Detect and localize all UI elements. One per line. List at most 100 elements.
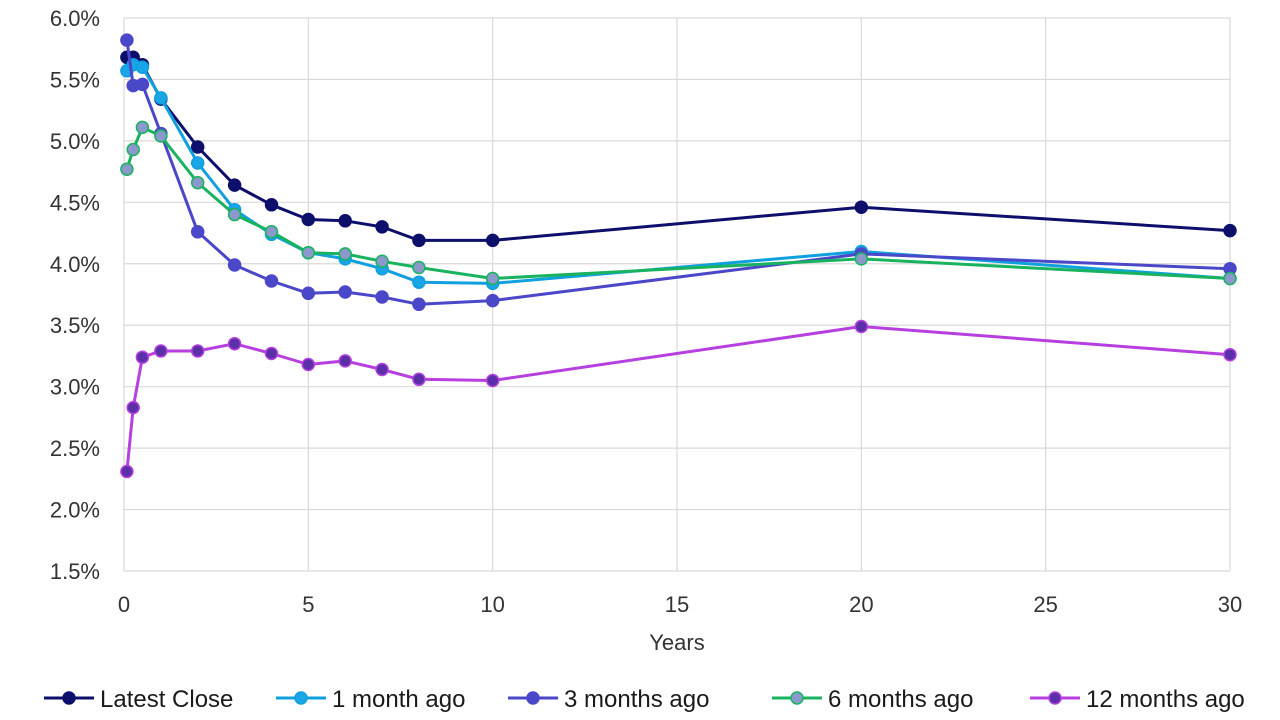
y-tick-label: 3.0% bbox=[50, 375, 100, 400]
y-tick-label: 4.5% bbox=[50, 190, 100, 215]
data-point bbox=[854, 319, 869, 334]
y-tick-label: 5.5% bbox=[50, 67, 100, 92]
series-line bbox=[125, 125, 1232, 280]
data-point bbox=[135, 350, 150, 364]
data-point bbox=[301, 245, 316, 260]
x-tick-label: 5 bbox=[302, 592, 314, 617]
data-point bbox=[190, 156, 205, 170]
legend-item: 1 month ago bbox=[276, 686, 465, 713]
data-point bbox=[227, 207, 242, 222]
data-point bbox=[375, 290, 389, 304]
series-layer bbox=[120, 33, 1237, 479]
data-point bbox=[301, 212, 316, 227]
series-1-month-ago bbox=[120, 57, 1237, 291]
y-tick-label: 5.0% bbox=[50, 129, 100, 154]
data-point bbox=[126, 400, 140, 415]
data-point bbox=[1223, 271, 1237, 286]
data-point bbox=[190, 175, 205, 190]
legend-label: 3 months ago bbox=[564, 686, 709, 713]
data-point bbox=[485, 271, 500, 286]
legend-label: 6 months ago bbox=[828, 686, 973, 713]
y-tick-label: 3.5% bbox=[50, 313, 100, 338]
x-axis-ticks: 0 5 10 15 20 25 30 bbox=[118, 592, 1242, 617]
data-point bbox=[264, 225, 279, 239]
x-tick-label: 30 bbox=[1218, 592, 1242, 617]
legend-item: 3 months ago bbox=[508, 686, 709, 713]
series-12-months-ago bbox=[120, 319, 1237, 479]
data-point bbox=[854, 252, 869, 266]
data-point bbox=[412, 260, 426, 275]
data-point bbox=[264, 274, 279, 288]
data-point bbox=[154, 91, 168, 105]
data-point bbox=[135, 120, 150, 135]
data-point bbox=[412, 275, 426, 289]
data-point bbox=[412, 233, 426, 248]
y-tick-label: 2.0% bbox=[50, 498, 100, 523]
x-tick-label: 10 bbox=[480, 592, 504, 617]
data-point bbox=[135, 77, 150, 92]
data-point bbox=[264, 198, 279, 212]
data-point bbox=[485, 233, 500, 248]
data-point bbox=[120, 162, 134, 176]
legend-item: 6 months ago bbox=[772, 686, 973, 713]
x-tick-label: 25 bbox=[1033, 592, 1057, 617]
data-point bbox=[1223, 347, 1237, 362]
data-point bbox=[190, 140, 205, 154]
data-point bbox=[338, 285, 352, 299]
legend-marker bbox=[62, 691, 76, 705]
data-point bbox=[120, 33, 134, 47]
data-point bbox=[338, 247, 352, 261]
legend-marker bbox=[526, 691, 540, 705]
data-point bbox=[126, 142, 140, 157]
series-line bbox=[125, 55, 1232, 242]
series-line bbox=[125, 63, 1232, 285]
y-tick-label: 6.0% bbox=[50, 6, 100, 31]
data-point bbox=[301, 286, 316, 301]
legend-marker bbox=[790, 691, 804, 705]
data-point bbox=[120, 464, 134, 479]
data-point bbox=[135, 60, 150, 74]
data-point bbox=[412, 297, 426, 312]
data-point bbox=[190, 225, 205, 239]
y-tick-label: 1.5% bbox=[50, 559, 100, 584]
x-tick-label: 15 bbox=[665, 592, 689, 617]
data-point bbox=[227, 336, 242, 351]
data-point bbox=[338, 354, 352, 368]
y-tick-label: 4.0% bbox=[50, 252, 100, 277]
data-point bbox=[1223, 223, 1237, 238]
series-line bbox=[125, 38, 1232, 306]
legend-label: Latest Close bbox=[100, 686, 233, 713]
data-point bbox=[375, 220, 389, 234]
data-point bbox=[227, 178, 242, 192]
legend: Latest Close 1 month ago 3 months ago 6 mon… bbox=[44, 686, 1245, 713]
grid-lines bbox=[123, 17, 1231, 572]
legend-item: Latest Close bbox=[44, 686, 233, 713]
data-point bbox=[301, 357, 316, 372]
y-axis-ticks: 1.5% 2.0% 2.5% 3.0% 3.5% 4.0% 4.5% 5.0% 5.5% 6.0% bbox=[50, 6, 100, 584]
data-point bbox=[485, 293, 500, 308]
data-point bbox=[375, 254, 389, 269]
y-tick-label: 2.5% bbox=[50, 436, 100, 461]
data-point bbox=[338, 214, 352, 228]
x-axis-title: Years bbox=[649, 630, 704, 655]
legend-item: 12 months ago bbox=[1030, 686, 1245, 713]
series-latest-close bbox=[120, 50, 1237, 248]
data-point bbox=[485, 373, 500, 388]
data-point bbox=[154, 344, 168, 358]
data-point bbox=[854, 200, 869, 214]
legend-label: 1 month ago bbox=[332, 686, 465, 713]
series-line bbox=[125, 325, 1232, 473]
data-point bbox=[375, 362, 389, 377]
series-6-months-ago bbox=[120, 120, 1237, 286]
data-point bbox=[190, 344, 205, 358]
legend-marker bbox=[1048, 691, 1062, 705]
legend-label: 12 months ago bbox=[1086, 686, 1245, 713]
x-tick-label: 0 bbox=[118, 592, 130, 617]
data-point bbox=[264, 346, 279, 361]
legend-marker bbox=[294, 691, 308, 705]
x-tick-label: 20 bbox=[849, 592, 873, 617]
data-point bbox=[412, 372, 426, 387]
data-point bbox=[227, 258, 242, 272]
data-point bbox=[154, 129, 168, 143]
